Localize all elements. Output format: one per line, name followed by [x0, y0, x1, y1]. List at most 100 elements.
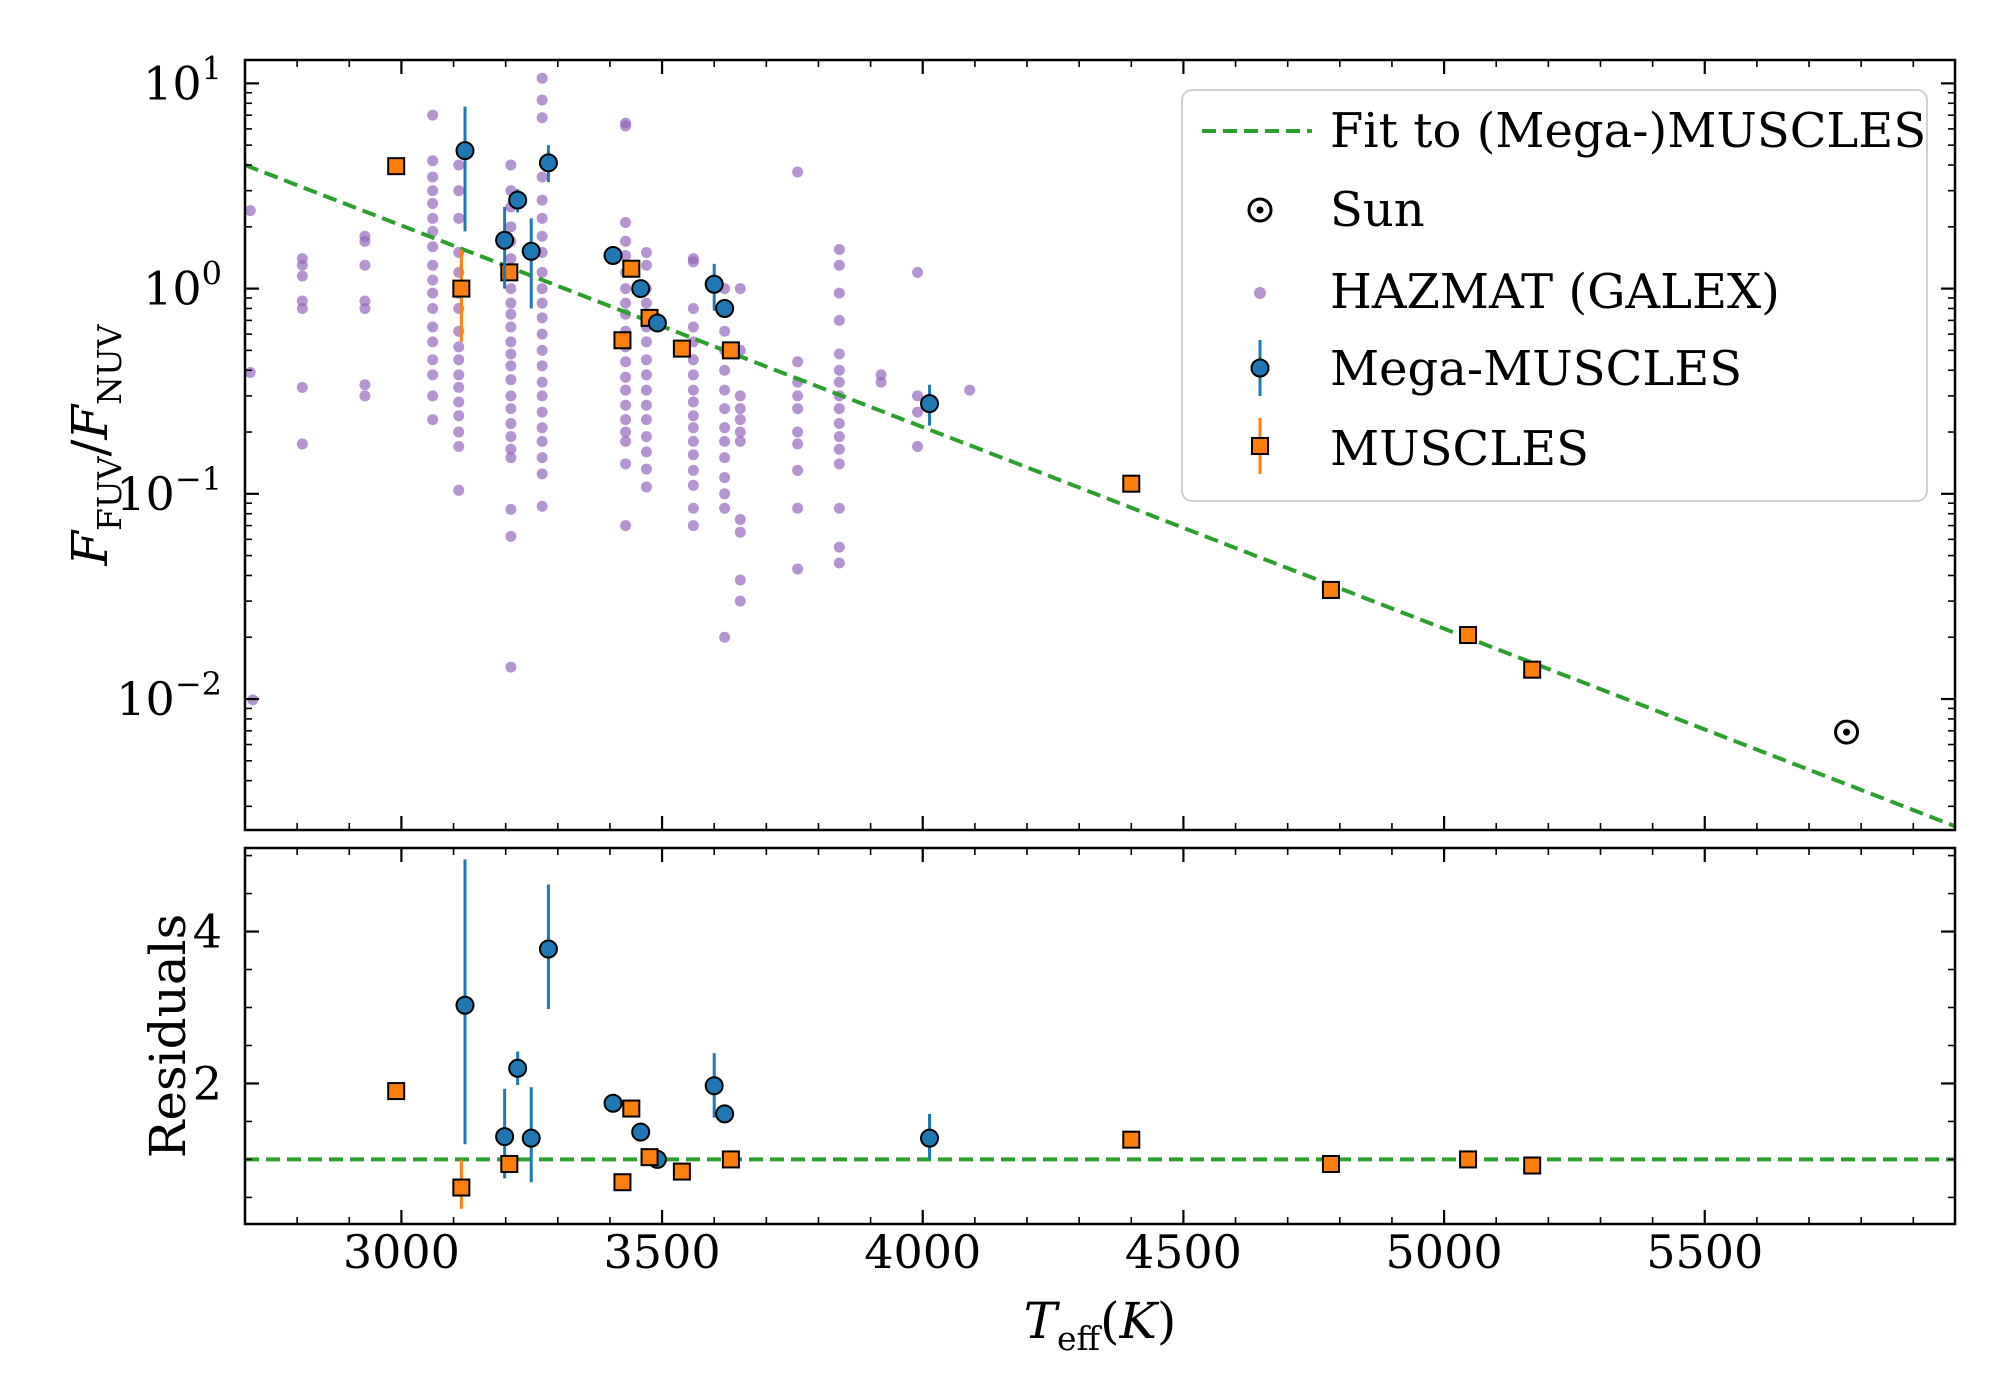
hazmat-point	[427, 302, 439, 314]
legend-box	[1181, 89, 1928, 502]
legend-item-hazmat: HAZMAT (GALEX)	[1254, 264, 1780, 320]
y-tick-label: 10−1	[116, 460, 222, 521]
hazmat-point	[427, 354, 439, 366]
hazmat-point	[833, 541, 845, 553]
hazmat-point	[620, 120, 632, 132]
bottom-ticks	[244, 848, 1955, 1224]
hazmat-point	[536, 452, 548, 464]
residual-mega-muscles-point	[495, 1127, 515, 1147]
hazmat-point	[687, 479, 699, 491]
residual-muscles-point	[1122, 1130, 1141, 1149]
top-ticks	[244, 60, 1955, 830]
top-y-tick-labels: 10−2 10−1 100 101	[116, 49, 222, 726]
x-tick-label: 4000	[864, 1225, 981, 1279]
hazmat-point	[792, 403, 804, 415]
hazmat-point	[792, 438, 804, 450]
legend-label-sun: Sun	[1330, 182, 1425, 238]
hazmat-point	[833, 259, 845, 271]
hazmat-point	[640, 431, 652, 443]
hazmat-point	[453, 354, 465, 366]
hazmat-point	[427, 185, 439, 197]
hazmat-point	[833, 431, 845, 443]
x-tick-label: 4500	[1125, 1225, 1242, 1279]
hazmat-point	[536, 328, 548, 340]
mega-muscles-point	[603, 245, 623, 265]
hazmat-point	[833, 244, 845, 256]
hazmat-point	[687, 410, 699, 422]
hazmat-point	[505, 374, 517, 386]
legend-item-muscles: MUSCLES	[1251, 418, 1589, 477]
hazmat-point	[427, 109, 439, 121]
mega-muscles-point	[704, 274, 724, 294]
hazmat-point	[620, 297, 632, 309]
bottom-axes-frame	[243, 846, 1957, 1226]
hazmat-point	[719, 384, 731, 396]
hazmat-point	[453, 185, 465, 197]
residual-mega-muscles-point	[455, 995, 475, 1015]
hazmat-point	[833, 348, 845, 360]
hazmat-point	[734, 526, 746, 538]
y-tick-label: 2	[193, 1056, 222, 1110]
hazmat-point	[296, 302, 308, 314]
hazmat-point	[536, 230, 548, 242]
legend-mega-marker	[1250, 358, 1270, 378]
hazmat-point	[505, 336, 517, 348]
mega-muscles-point	[508, 190, 528, 210]
hazmat-point	[453, 426, 465, 438]
hazmat-point	[719, 435, 731, 447]
hazmat-point	[833, 418, 845, 430]
residual-mega-muscles-point	[508, 1058, 528, 1078]
hazmat-point	[620, 235, 632, 247]
hazmat-point	[427, 321, 439, 333]
residual-mega-muscles-point	[631, 1122, 651, 1142]
hazmat-point	[505, 221, 517, 233]
hazmat-point	[640, 463, 652, 475]
hazmat-point	[640, 336, 652, 348]
y-tick-label: 10−2	[116, 665, 222, 726]
top-y-axis-label: FFUV/FNUV	[61, 323, 129, 566]
hazmat-point	[964, 384, 976, 396]
hazmat-point	[505, 403, 517, 415]
hazmat-point	[833, 403, 845, 415]
hazmat-point	[536, 94, 548, 106]
hazmat-point	[719, 472, 731, 484]
legend-sun-marker-ring	[1247, 197, 1273, 223]
hazmat-point	[912, 406, 924, 418]
bottom-y-axis-label: Residuals	[139, 914, 197, 1159]
muscles-point	[622, 259, 641, 278]
hazmat-point	[536, 468, 548, 480]
legend-label-muscles: MUSCLES	[1330, 421, 1589, 477]
hazmat-point	[792, 426, 804, 438]
hazmat-point	[687, 369, 699, 381]
hazmat-point	[620, 414, 632, 426]
hazmat-point	[687, 396, 699, 408]
hazmat-point	[792, 390, 804, 402]
hazmat-point	[833, 502, 845, 514]
hazmat-point	[734, 574, 746, 586]
hazmat-point	[505, 308, 517, 320]
hazmat-point	[536, 500, 548, 512]
legend-sun-marker-dot	[1256, 206, 1264, 214]
mega-muscles-point	[631, 279, 651, 299]
residual-muscles-point	[452, 1178, 471, 1197]
muscles-point	[1523, 660, 1542, 679]
hazmat-point	[734, 403, 746, 415]
hazmat-point	[640, 246, 652, 258]
legend: Fit to (Mega-)MUSCLES Sun HAZMAT (GALEX)…	[1181, 89, 1928, 502]
hazmat-point	[719, 631, 731, 643]
residual-muscles-point	[640, 1148, 659, 1167]
hazmat-point	[719, 325, 731, 337]
hazmat-point	[244, 367, 256, 379]
x-tick-label: 3500	[604, 1225, 721, 1279]
hazmat-point	[875, 376, 887, 388]
hazmat-point	[427, 197, 439, 209]
residual-muscles-point	[622, 1099, 641, 1118]
hazmat-point	[505, 360, 517, 372]
residual-mega-muscles-point	[521, 1128, 541, 1148]
legend-item-sun: Sun	[1247, 182, 1425, 238]
hazmat-point	[833, 443, 845, 455]
hazmat-point	[536, 360, 548, 372]
bottom-y-tick-labels: 24	[193, 905, 222, 1111]
hazmat-point	[505, 321, 517, 333]
